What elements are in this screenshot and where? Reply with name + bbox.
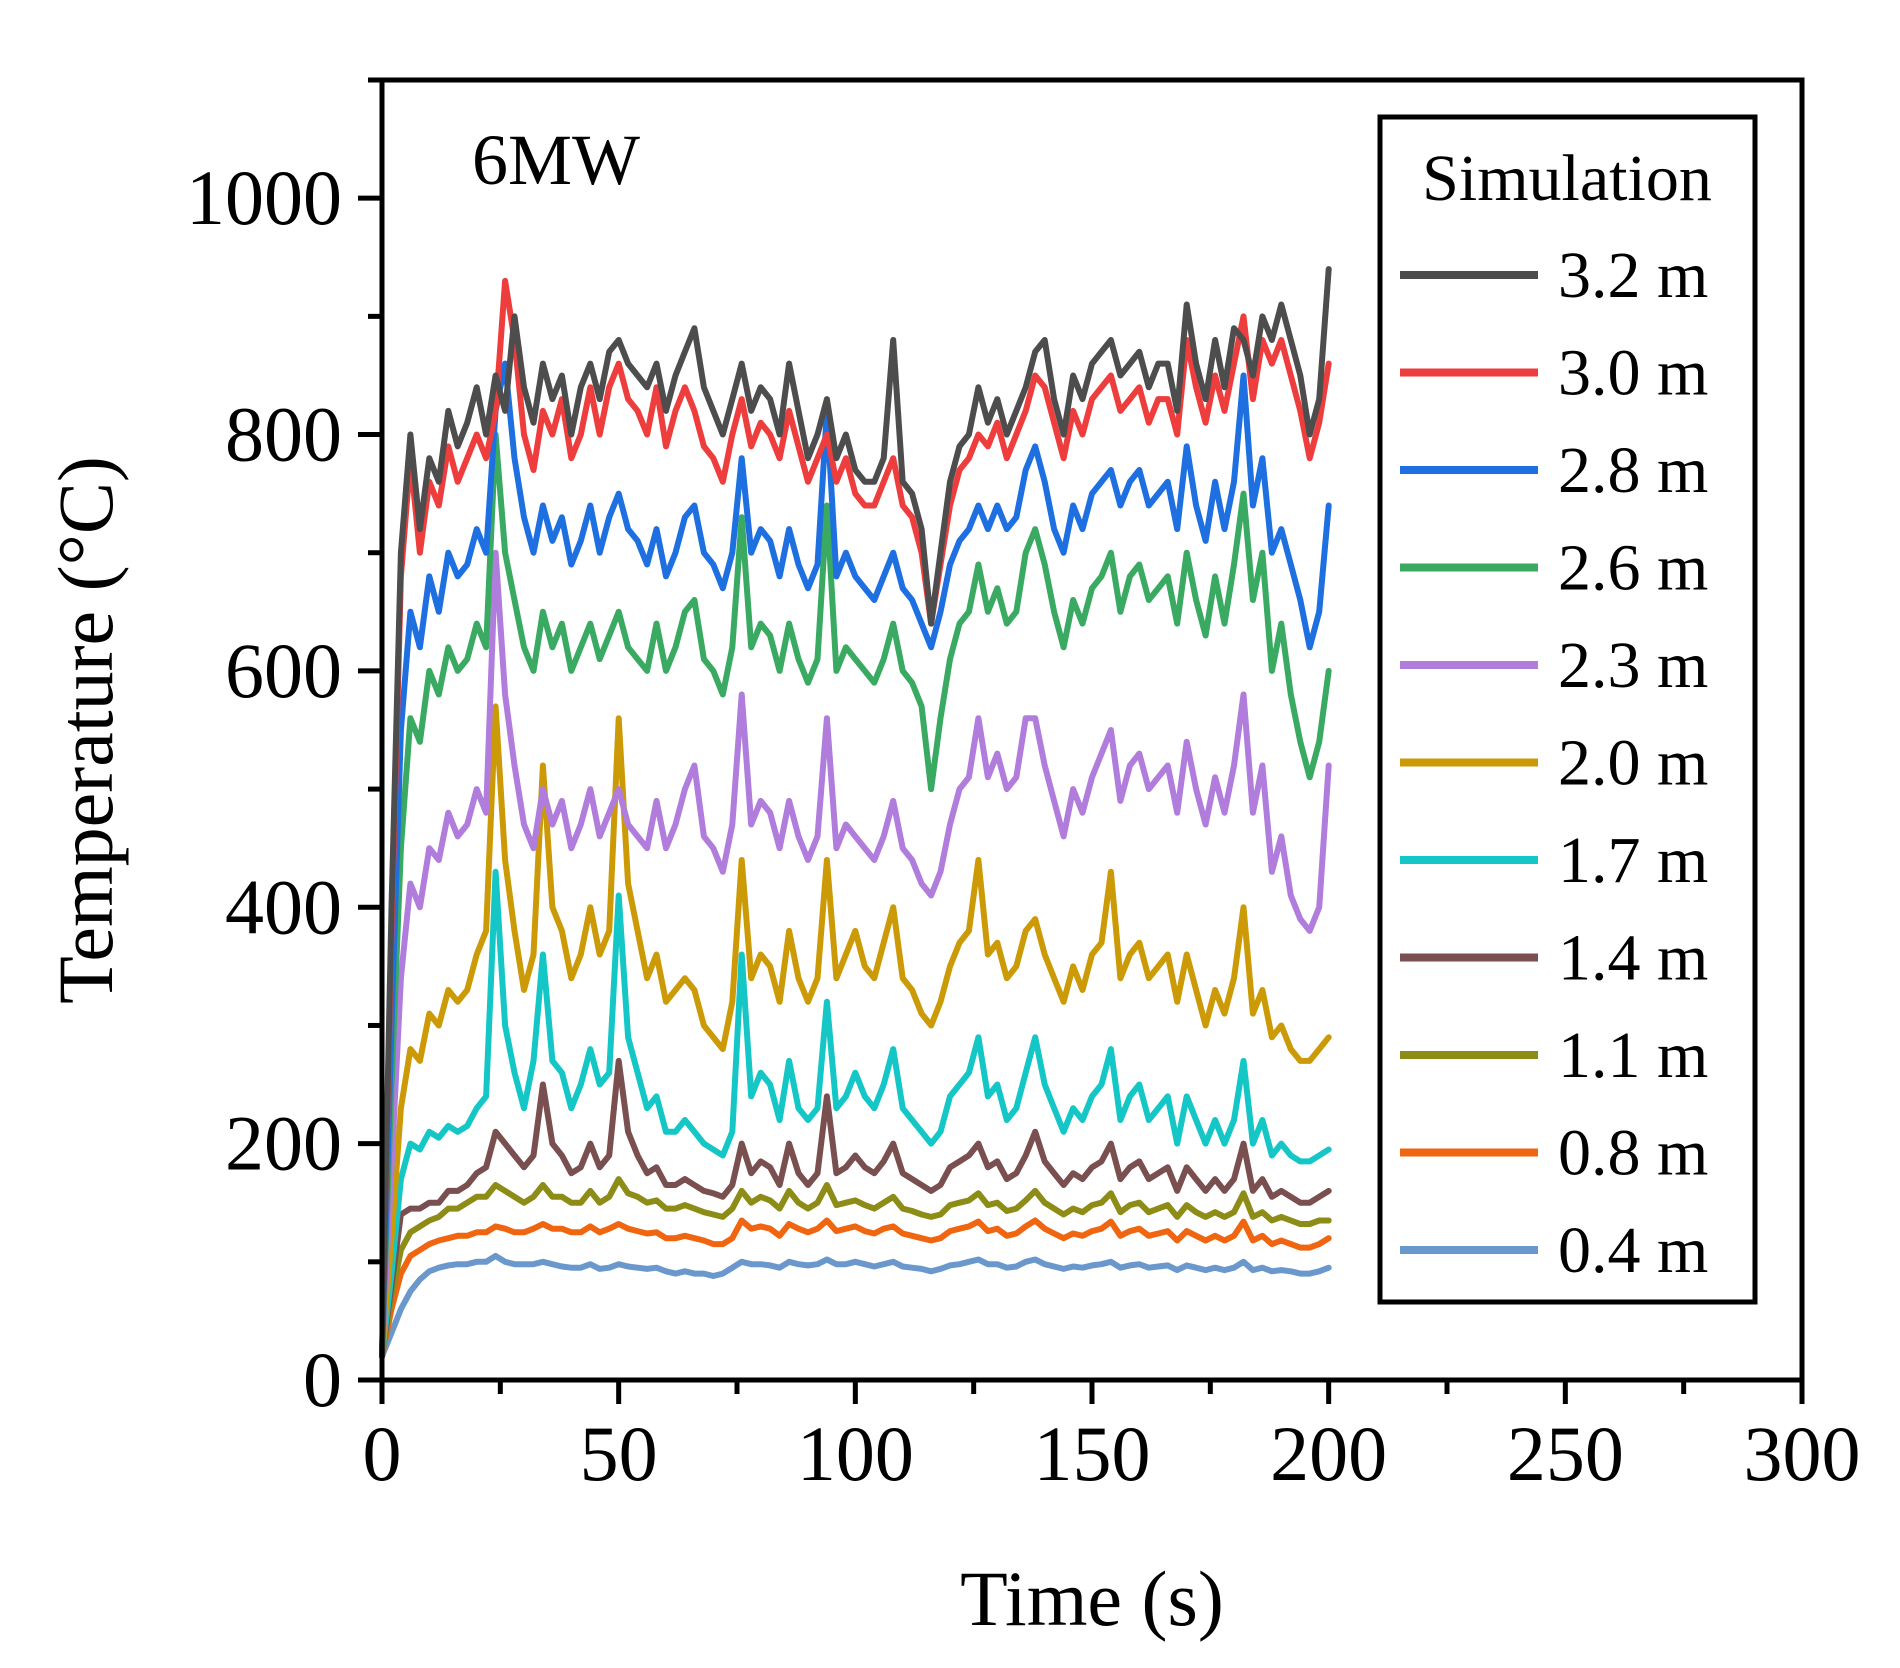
series-layer: [379, 266, 1332, 1360]
plot-frame: [379, 77, 1805, 1383]
y-tick-label: 400: [225, 863, 342, 950]
legend-label: 2.0 m: [1558, 727, 1708, 800]
x-tick-label: 200: [1270, 1410, 1387, 1497]
legend-items: 3.2 m 3.0 m 2.8 m 2.6 m 2.3 m 2.0 m 1.7 m 1.4 m…: [1400, 239, 1708, 1287]
series-line-5: [379, 703, 1332, 1360]
y-tick-label: 0: [303, 1336, 342, 1423]
series-line-7: [379, 1057, 1332, 1360]
y-tick-label: 800: [225, 391, 342, 478]
legend-box: [1377, 114, 1758, 1305]
x-tick-label: 250: [1507, 1410, 1624, 1497]
series-line-1: [379, 277, 1332, 1360]
legend-label: 0.4 m: [1558, 1214, 1708, 1287]
x-tick-label: 0: [363, 1410, 402, 1497]
series-line-8: [379, 1176, 1332, 1360]
legend-label: 2.3 m: [1558, 629, 1708, 702]
x-tick-label: 300: [1744, 1410, 1861, 1497]
series-line-2: [379, 360, 1332, 1360]
x-tick-label: 100: [797, 1410, 914, 1497]
series-line-6: [379, 868, 1332, 1360]
x-tick-label: 50: [580, 1410, 658, 1497]
x-axis-title: Time (s): [960, 1555, 1224, 1642]
y-axis-title: Temperature (°C): [42, 456, 129, 1004]
series-line-9: [379, 1217, 1332, 1360]
series-line-3: [379, 431, 1332, 1360]
series-line-10: [379, 1252, 1332, 1360]
legend-label: 3.2 m: [1558, 239, 1708, 312]
legend-label: 2.8 m: [1558, 434, 1708, 507]
x-tick-label: 150: [1034, 1410, 1151, 1497]
axes-layer: 0 50 100 150 200 250 300 0 200 400 600 800 1000: [186, 77, 1861, 1497]
legend-title: Simulation: [1422, 142, 1712, 215]
legend: Simulation 3.2 m 3.0 m 2.8 m 2.6 m 2.3 m 2.0 …: [1377, 114, 1758, 1305]
y-tick-label: 200: [225, 1100, 342, 1187]
chart-annotation: 6MW: [472, 120, 640, 200]
legend-label: 2.6 m: [1558, 532, 1708, 605]
series-line-0: [379, 266, 1332, 1360]
legend-label: 0.8 m: [1558, 1117, 1708, 1190]
y-tick-label: 1000: [186, 154, 342, 241]
legend-label: 1.1 m: [1558, 1019, 1708, 1092]
legend-label: 1.7 m: [1558, 824, 1708, 897]
legend-label: 3.0 m: [1558, 337, 1708, 410]
legend-label: 1.4 m: [1558, 922, 1708, 995]
series-line-4: [379, 549, 1332, 1360]
y-tick-label: 600: [225, 627, 342, 714]
